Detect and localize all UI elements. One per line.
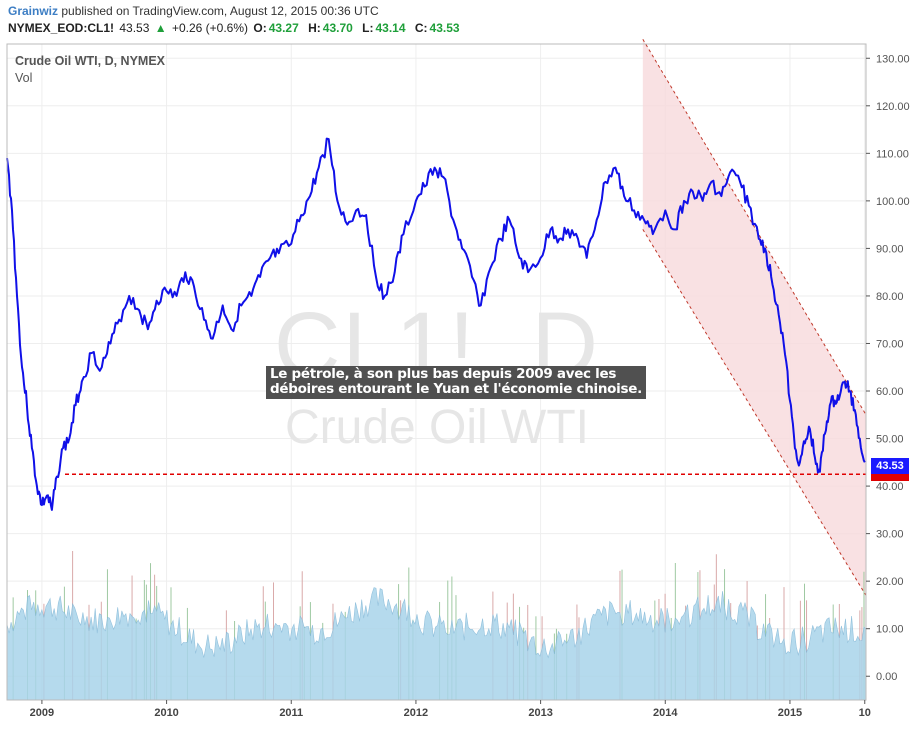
symbol-label[interactable]: NYMEX_EOD:CL1! (8, 21, 115, 35)
change-value: +0.26 (+0.6%) (171, 21, 249, 35)
close-label: C: (414, 21, 428, 35)
chart-legend: Crude Oil WTI, D, NYMEX Vol (15, 53, 165, 87)
x-tick-label: 2014 (653, 707, 678, 719)
y-tick-label: 60.00 (876, 386, 904, 398)
y-tick-label: 100.00 (876, 196, 910, 208)
plot-border (6, 43, 867, 701)
y-tick-label: 10.00 (876, 624, 904, 636)
y-tick-label: 70.00 (876, 338, 904, 350)
x-tick-label: 2011 (279, 707, 303, 719)
annotation-line-1: Le pétrole, à son plus bas depuis 2009 a… (270, 366, 617, 382)
y-tick-label: 80.00 (876, 291, 904, 303)
published-text: published on TradingView.com, August 12,… (61, 4, 379, 18)
y-tick-label: 110.00 (876, 148, 909, 160)
x-tick-label: 2012 (404, 707, 428, 719)
y-tick-label: 130.00 (876, 53, 910, 65)
author-link[interactable]: Grainwiz (8, 4, 59, 18)
volume-histogram (6, 587, 867, 701)
y-tick-label: 90.00 (876, 243, 904, 255)
open-label: O: (253, 21, 267, 35)
price-line (6, 137, 866, 511)
watermark-name: Crude Oil WTI (284, 401, 590, 454)
change-up-icon: ▲ (154, 21, 167, 35)
high-label: H: (308, 21, 321, 35)
channel-area (642, 39, 866, 596)
quote-line: NYMEX_EOD:CL1! 43.53 ▲ +0.26 (+0.6%) O: 4… (8, 21, 462, 35)
y-tick-label: 0.00 (876, 671, 897, 683)
y-tick-label: 50.00 (876, 434, 904, 446)
close-value: 43.53 (429, 21, 460, 35)
channel-upper-line (642, 38, 867, 416)
x-tick-label: 2010 (154, 707, 178, 719)
annotation-line-2: déboires entourant le Yuan et l'économie… (270, 381, 642, 397)
watermark: CL1!, D Crude Oil WTI (274, 294, 598, 454)
x-tick-label: 2009 (30, 707, 54, 719)
low-value: 43.14 (375, 21, 406, 35)
y-tick-label: 120.00 (876, 101, 910, 113)
publish-line: Grainwiz published on TradingView.com, A… (8, 4, 379, 18)
x-tick-label: 2015 (778, 707, 802, 719)
y-tick-label: 30.00 (876, 529, 904, 541)
chart-title[interactable]: Crude Oil WTI, D, NYMEX (15, 54, 166, 68)
support-price-tag (871, 474, 909, 481)
last-price-tag: 43.53 (871, 458, 909, 474)
y-tick-label: 40.00 (876, 481, 904, 493)
volume-label[interactable]: Vol (15, 71, 33, 85)
last-price: 43.53 (119, 21, 150, 35)
high-value: 43.70 (322, 21, 353, 35)
low-label: L: (362, 21, 374, 35)
open-value: 43.27 (268, 21, 299, 35)
x-tick-label: 2013 (528, 707, 552, 719)
x-tick-label: 10 (859, 707, 871, 719)
publish-header: Grainwiz published on TradingView.com, A… (0, 0, 924, 40)
y-tick-label: 20.00 (876, 576, 904, 588)
annotation-callout[interactable]: Le pétrole, à son plus bas depuis 2009 a… (266, 366, 646, 399)
